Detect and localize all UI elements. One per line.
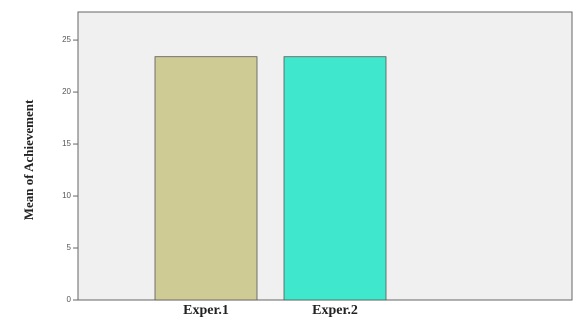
y-tick-label: 25 [62, 35, 71, 44]
bar [283, 56, 387, 301]
y-tick-label: 20 [62, 87, 71, 96]
y-tick-label: 0 [67, 295, 72, 304]
y-tick-label: 15 [62, 139, 71, 148]
y-axis-label: Mean of Achievement [21, 99, 36, 220]
x-tick-label: Exper.1 [183, 303, 229, 318]
bar [154, 56, 258, 301]
x-tick-label: Exper.2 [312, 303, 358, 318]
y-tick-label: 5 [67, 243, 72, 252]
y-tick-label: 10 [62, 191, 71, 200]
